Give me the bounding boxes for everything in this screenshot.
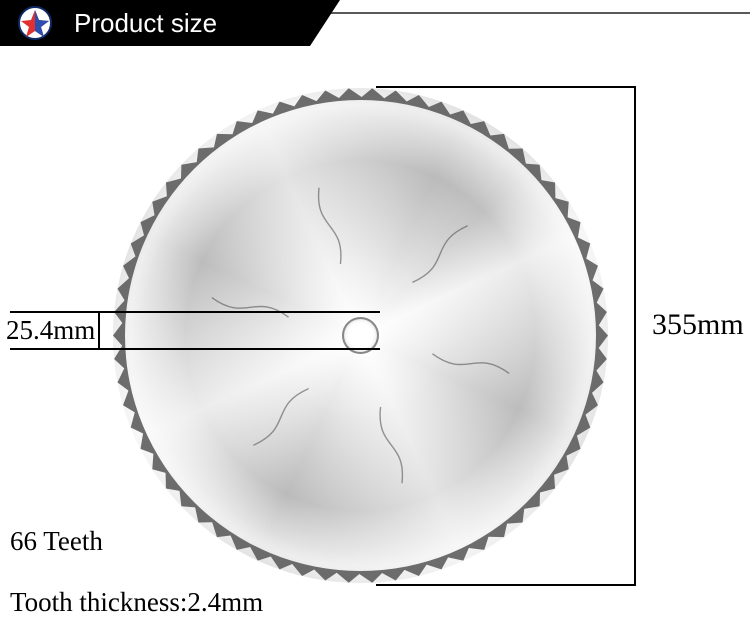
diameter-label: 355mm xyxy=(652,308,744,342)
dimension-line-diameter-top xyxy=(376,86,634,88)
diagram-stage: 355mm 25.4mm 66 Teeth Tooth thickness:2.… xyxy=(0,46,750,616)
dimension-line-bore-bottom xyxy=(10,348,380,350)
dimension-line-diameter-bottom xyxy=(376,584,634,586)
teeth-count-label: 66 Teeth xyxy=(10,526,103,557)
saw-blade xyxy=(113,88,608,583)
header-title: Product size xyxy=(74,0,217,46)
bore-label: 25.4mm xyxy=(4,315,97,346)
brand-logo-icon xyxy=(18,6,52,40)
dimension-line-bore-vertical xyxy=(98,311,100,350)
dimension-line-diameter-vertical xyxy=(634,86,636,586)
header-bar: Product size xyxy=(0,0,750,46)
tooth-thickness-label: Tooth thickness:2.4mm xyxy=(10,587,263,618)
dimension-line-bore-top xyxy=(10,311,380,313)
